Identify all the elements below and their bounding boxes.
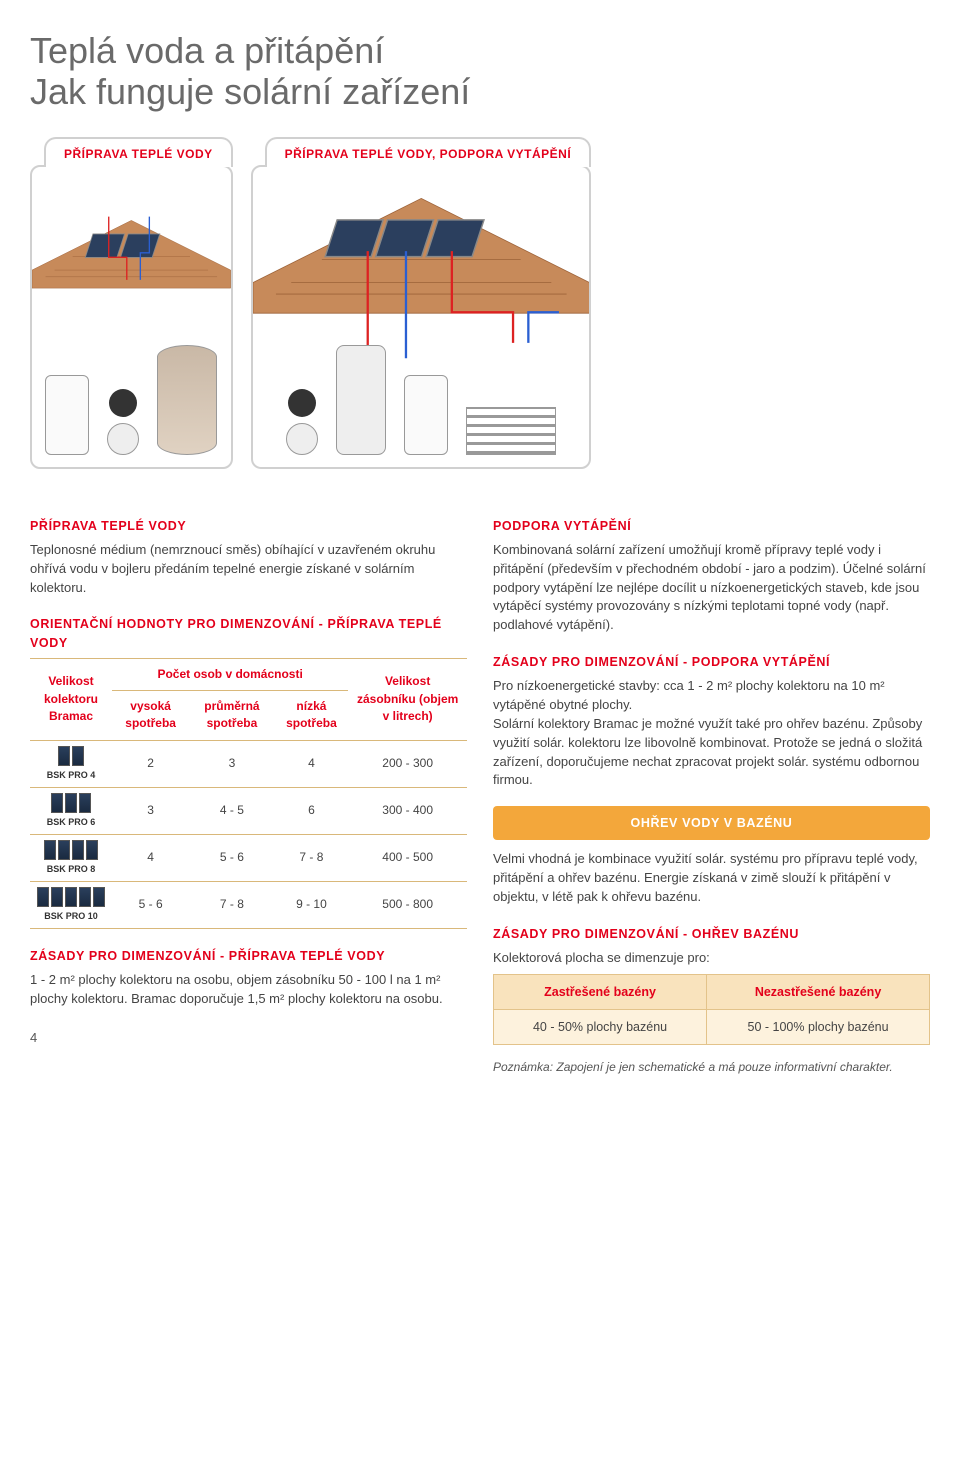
th-persons-group: Počet osob v domácnosti [112,658,348,690]
collector-label: BSK PRO 8 [47,863,96,876]
panel-left-wrap: PŘÍPRAVA TEPLÉ VODY [30,137,233,469]
expansion-vessel-icon [286,423,318,455]
pump-icon [288,389,316,417]
collector-cell: BSK PRO 8 [30,834,112,881]
panel-left [30,165,233,469]
right-sec1-label: PODPORA VYTÁPĚNÍ [493,517,930,535]
page-number: 4 [30,1029,467,1048]
right-sec2-label: ZÁSADY PRO DIMENZOVÁNÍ - PODPORA VYTÁPĚN… [493,653,930,671]
dimensioning-table: Velikost kolektoru Bramac Počet osob v d… [30,658,467,929]
right-sec4-label: ZÁSADY PRO DIMENZOVÁNÍ - OHŘEV BAZÉNU [493,925,930,943]
equipment-right [253,305,590,455]
storage-tank-icon [336,345,386,455]
collector-label: BSK PRO 4 [47,769,96,782]
panel-right [251,165,592,469]
pool-td-uncovered: 50 - 100% plochy bazénu [707,1010,930,1045]
left-sec1-label: PŘÍPRAVA TEPLÉ VODY [30,517,467,535]
table-cell: 7 - 8 [275,834,349,881]
th-collector: Velikost kolektoru Bramac [30,658,112,740]
table-cell: 5 - 6 [189,834,274,881]
left-sec2-label: ORIENTAČNÍ HODNOTY PRO DIMENZOVÁNÍ - PŘÍ… [30,615,467,651]
pool-table: Zastřešené bazény Nezastřešené bazény 40… [493,974,930,1045]
table-cell: 4 [275,740,349,787]
table-cell: 200 - 300 [348,740,467,787]
text-columns: PŘÍPRAVA TEPLÉ VODY Teplonosné médium (n… [30,499,930,1083]
th-high: vysoká spotřeba [112,691,189,741]
wall-boiler-icon [404,375,448,455]
right-sec2-text: Pro nízkoenergetické stavby: cca 1 - 2 m… [493,677,930,790]
pool-th-uncovered: Nezastřešené bazény [707,974,930,1009]
table-cell: 400 - 500 [348,834,467,881]
control-unit-icon [45,375,89,455]
table-cell: 4 - 5 [189,787,274,834]
diagram-panels: PŘÍPRAVA TEPLÉ VODY [30,137,930,469]
left-column: PŘÍPRAVA TEPLÉ VODY Teplonosné médium (n… [30,499,467,1083]
pool-th-covered: Zastřešené bazény [494,974,707,1009]
orange-bar: OHŘEV VODY V BAZÉNU [493,806,930,840]
panel-left-tab: PŘÍPRAVA TEPLÉ VODY [44,137,233,167]
table-cell: 5 - 6 [112,882,189,929]
collector-cell: BSK PRO 6 [30,787,112,834]
table-cell: 6 [275,787,349,834]
pool-td-covered: 40 - 50% plochy bazénu [494,1010,707,1045]
table-cell: 500 - 800 [348,882,467,929]
table-cell: 2 [112,740,189,787]
table-cell: 3 [112,787,189,834]
footnote: Poznámka: Zapojení je jen schematické a … [493,1059,930,1076]
panel-right-wrap: PŘÍPRAVA TEPLÉ VODY, PODPORA VYTÁPĚNÍ [251,137,592,469]
collector-label: BSK PRO 6 [47,816,96,829]
th-tank: Velikost zásobníku (objem v litrech) [348,658,467,740]
th-avg: průměrná spotřeba [189,691,274,741]
table-cell: 300 - 400 [348,787,467,834]
right-column: PODPORA VYTÁPĚNÍ Kombinovaná solární zař… [493,499,930,1083]
pump-icon [109,389,137,417]
th-low: nízká spotřeba [275,691,349,741]
left-sec3-label: ZÁSADY PRO DIMENZOVÁNÍ - PŘÍPRAVA TEPLÉ … [30,947,467,965]
collector-label: BSK PRO 10 [44,910,98,923]
table-cell: 3 [189,740,274,787]
table-row: BSK PRO 6 34 - 56300 - 400 [30,787,467,834]
equipment-left [32,305,231,455]
table-cell: 4 [112,834,189,881]
page-title: Teplá voda a přitápění Jak funguje solár… [30,30,930,113]
table-row: BSK PRO 10 5 - 67 - 89 - 10500 - 800 [30,882,467,929]
table-cell: 9 - 10 [275,882,349,929]
table-row: BSK PRO 4 234200 - 300 [30,740,467,787]
left-sec3-text: 1 - 2 m² plochy kolektoru na osobu, obje… [30,971,467,1009]
expansion-vessel-icon [107,423,139,455]
right-sec3-text: Velmi vhodná je kombinace využití solár.… [493,850,930,907]
left-sec1-text: Teplonosné médium (nemrznoucí směs) obíh… [30,541,467,598]
right-sec4-text: Kolektorová plocha se dimenzuje pro: [493,949,930,968]
right-sec1-text: Kombinovaná solární zařízení umožňují kr… [493,541,930,635]
boiler-tank-icon [157,345,217,455]
collector-cell: BSK PRO 10 [30,882,112,929]
panel-right-tab: PŘÍPRAVA TEPLÉ VODY, PODPORA VYTÁPĚNÍ [265,137,592,167]
table-row: BSK PRO 8 45 - 67 - 8400 - 500 [30,834,467,881]
radiator-icon [466,407,556,455]
collector-cell: BSK PRO 4 [30,740,112,787]
table-cell: 7 - 8 [189,882,274,929]
